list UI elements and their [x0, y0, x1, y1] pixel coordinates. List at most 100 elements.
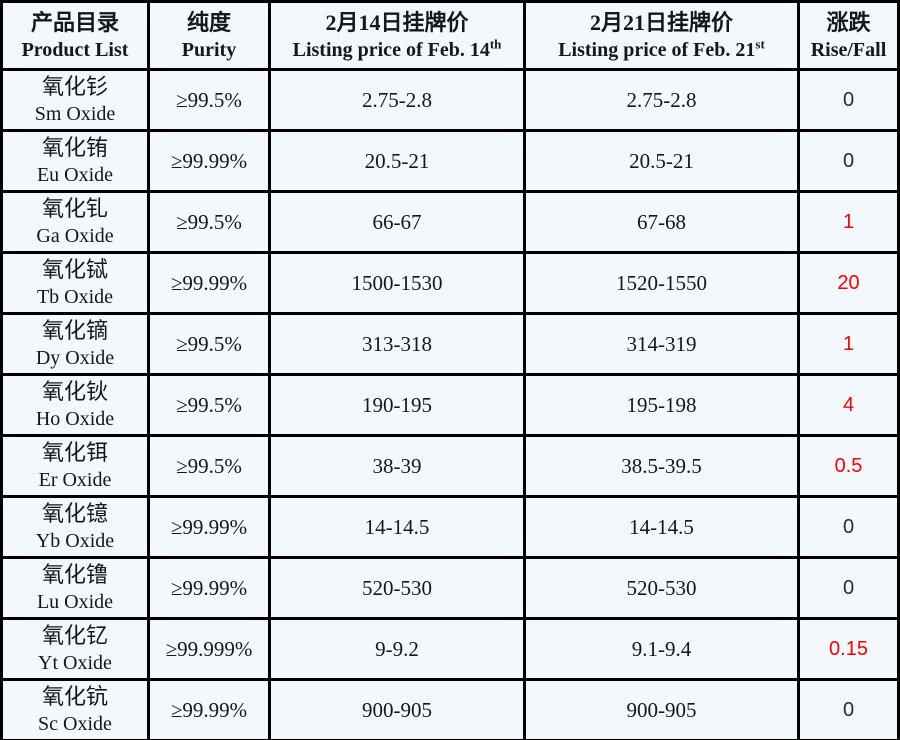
table-row: 氧化镥 Lu Oxide ≥99.99% 520-530 520-530 0 [0, 556, 900, 620]
purity-cell: ≥99.99% [147, 495, 271, 559]
purity-cell: ≥99.99% [147, 556, 271, 620]
risefall-cell: 20 [797, 251, 900, 315]
table-row: 氧化镱 Yb Oxide ≥99.99% 14-14.5 14-14.5 0 [0, 495, 900, 559]
product-name-zh: 氧化钇 [41, 623, 108, 649]
risefall-cell: 4 [797, 373, 900, 437]
column-header-purity-zh: 纯度 [186, 9, 231, 35]
product-name-en: Yt Oxide [38, 651, 112, 674]
product-name-zh: 氧化钪 [41, 684, 108, 710]
product-cell: 氧化钇 Yt Oxide [0, 617, 150, 681]
product-name-zh: 氧化钬 [41, 379, 108, 405]
column-header-feb21-price: 2月21日挂牌价 Listing price of Feb. 21st [523, 0, 800, 71]
column-header-feb14-price: 2月14日挂牌价 Listing price of Feb. 14th [268, 0, 526, 71]
purity-cell: ≥99.5% [147, 434, 271, 498]
product-name-en: Ga Oxide [36, 224, 114, 247]
feb21-price-cell: 9.1-9.4 [523, 617, 800, 681]
purity-cell: ≥99.99% [147, 251, 271, 315]
product-cell: 氧化钐 Sm Oxide [0, 68, 150, 132]
product-name-zh: 氧化钐 [41, 74, 108, 100]
column-header-feb21-en: Listing price of Feb. 21st [558, 36, 765, 62]
risefall-cell: 0.15 [797, 617, 900, 681]
product-name-en: Tb Oxide [36, 285, 114, 308]
product-cell: 氧化钪 Sc Oxide [0, 678, 150, 740]
product-name-en: Sc Oxide [38, 712, 112, 735]
feb21-price-cell: 195-198 [523, 373, 800, 437]
feb21-price-cell: 1520-1550 [523, 251, 800, 315]
table-row: 氧化镝 Dy Oxide ≥99.5% 313-318 314-319 1 [0, 312, 900, 376]
column-header-product: 产品目录 Product List [0, 0, 150, 71]
column-header-purity-en: Purity [181, 39, 237, 62]
column-header-product-en: Product List [21, 39, 129, 62]
purity-cell: ≥99.999% [147, 617, 271, 681]
risefall-cell: 0 [797, 129, 900, 193]
product-cell: 氧化铽 Tb Oxide [0, 251, 150, 315]
header-row: 产品目录 Product List 纯度 Purity 2月14日挂牌价 Lis… [0, 0, 900, 71]
risefall-cell: 0 [797, 68, 900, 132]
risefall-cell: 1 [797, 190, 900, 254]
product-cell: 氧化镝 Dy Oxide [0, 312, 150, 376]
product-cell: 氧化铒 Er Oxide [0, 434, 150, 498]
risefall-cell: 0.5 [797, 434, 900, 498]
product-name-zh: 氧化钆 [41, 196, 108, 222]
product-name-zh: 氧化铕 [41, 135, 108, 161]
column-header-product-zh: 产品目录 [30, 9, 119, 35]
product-name-en: Ho Oxide [35, 407, 115, 430]
risefall-cell: 0 [797, 678, 900, 740]
feb21-price-cell: 900-905 [523, 678, 800, 740]
feb21-price-cell: 2.75-2.8 [523, 68, 800, 132]
product-cell: 氧化镱 Yb Oxide [0, 495, 150, 559]
product-cell: 氧化镥 Lu Oxide [0, 556, 150, 620]
product-cell: 氧化钆 Ga Oxide [0, 190, 150, 254]
column-header-feb21-zh: 2月21日挂牌价 [589, 9, 733, 35]
feb14-price-cell: 313-318 [268, 312, 526, 376]
column-header-risefall: 涨跌 Rise/Fall [797, 0, 900, 71]
feb14-price-cell: 1500-1530 [268, 251, 526, 315]
table-row: 氧化铽 Tb Oxide ≥99.99% 1500-1530 1520-1550… [0, 251, 900, 315]
table-row: 氧化铒 Er Oxide ≥99.5% 38-39 38.5-39.5 0.5 [0, 434, 900, 498]
feb14-price-cell: 520-530 [268, 556, 526, 620]
column-header-feb14-zh: 2月14日挂牌价 [325, 9, 469, 35]
column-header-risefall-zh: 涨跌 [826, 9, 871, 35]
product-name-zh: 氧化铒 [41, 440, 108, 466]
product-name-zh: 氧化铽 [41, 257, 108, 283]
risefall-cell: 1 [797, 312, 900, 376]
feb14-price-cell: 66-67 [268, 190, 526, 254]
product-name-en: Lu Oxide [36, 590, 114, 613]
feb14-price-cell: 9-9.2 [268, 617, 526, 681]
table-row: 氧化钐 Sm Oxide ≥99.5% 2.75-2.8 2.75-2.8 0 [0, 68, 900, 132]
purity-cell: ≥99.5% [147, 190, 271, 254]
feb21-price-cell: 520-530 [523, 556, 800, 620]
feb14-price-cell: 190-195 [268, 373, 526, 437]
product-name-zh: 氧化镱 [41, 501, 108, 527]
column-header-purity: 纯度 Purity [147, 0, 271, 71]
feb21-price-cell: 14-14.5 [523, 495, 800, 559]
feb14-price-cell: 20.5-21 [268, 129, 526, 193]
table-row: 氧化钪 Sc Oxide ≥99.99% 900-905 900-905 0 [0, 678, 900, 740]
feb21-price-cell: 38.5-39.5 [523, 434, 800, 498]
column-header-risefall-en: Rise/Fall [810, 39, 887, 62]
purity-cell: ≥99.5% [147, 312, 271, 376]
feb14-price-cell: 2.75-2.8 [268, 68, 526, 132]
product-cell: 氧化钬 Ho Oxide [0, 373, 150, 437]
feb21-price-cell: 314-319 [523, 312, 800, 376]
table-row: 氧化钇 Yt Oxide ≥99.999% 9-9.2 9.1-9.4 0.15 [0, 617, 900, 681]
feb14-price-cell: 38-39 [268, 434, 526, 498]
product-name-en: Dy Oxide [35, 346, 115, 369]
purity-cell: ≥99.5% [147, 68, 271, 132]
table-body: 氧化钐 Sm Oxide ≥99.5% 2.75-2.8 2.75-2.8 0 … [0, 68, 900, 740]
risefall-cell: 0 [797, 495, 900, 559]
purity-cell: ≥99.99% [147, 678, 271, 740]
feb14-price-cell: 900-905 [268, 678, 526, 740]
product-name-en: Sm Oxide [34, 102, 116, 125]
table-row: 氧化铕 Eu Oxide ≥99.99% 20.5-21 20.5-21 0 [0, 129, 900, 193]
product-name-en: Er Oxide [38, 468, 112, 491]
product-cell: 氧化铕 Eu Oxide [0, 129, 150, 193]
column-header-feb14-en: Listing price of Feb. 14th [292, 36, 502, 62]
feb14-ordinal-suffix: th [489, 36, 502, 52]
product-name-zh: 氧化镥 [41, 562, 108, 588]
risefall-cell: 0 [797, 556, 900, 620]
product-name-zh: 氧化镝 [41, 318, 108, 344]
product-name-en: Yb Oxide [35, 529, 115, 552]
table-row: 氧化钆 Ga Oxide ≥99.5% 66-67 67-68 1 [0, 190, 900, 254]
